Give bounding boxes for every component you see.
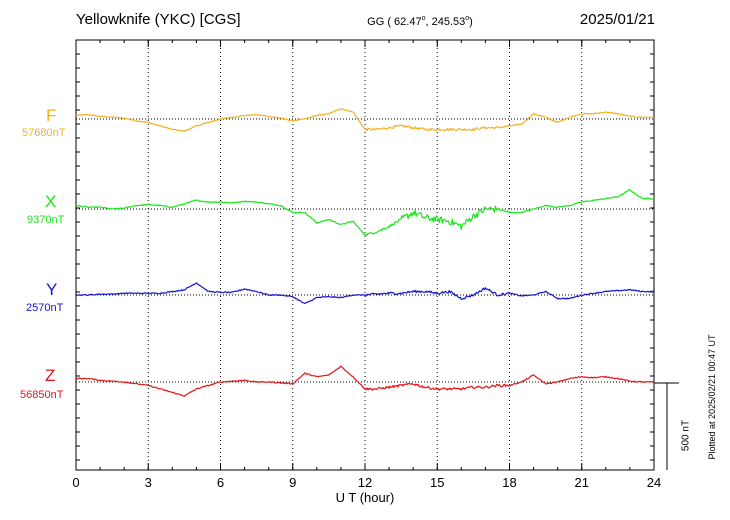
x-tick-label: 3 <box>145 475 152 490</box>
x-tick-label: 24 <box>647 475 661 490</box>
x-tick-label: 6 <box>217 475 224 490</box>
x-tick-label: 0 <box>72 475 79 490</box>
grid-lines <box>76 40 654 470</box>
plotted-timestamp: Plotted at 2025/02/21 00:47 UT <box>707 334 717 460</box>
baseline-x: 9370nT <box>27 214 65 226</box>
label-x: X <box>45 192 57 211</box>
label-y: Y <box>46 280 58 299</box>
x-tick-label: 18 <box>502 475 516 490</box>
scale-bar-label: 500 nT <box>680 419 692 452</box>
baseline-z: 56850nT <box>20 389 64 401</box>
x-tick-label: 15 <box>430 475 444 490</box>
label-z: Z <box>45 366 56 385</box>
x-axis-label: U T (hour) <box>335 490 395 505</box>
scale-bar <box>654 382 679 470</box>
trace-y <box>76 282 655 304</box>
baseline-f: 57680nT <box>22 127 66 139</box>
x-tick-label: 12 <box>358 475 372 490</box>
trace-z <box>75 365 655 397</box>
baseline-y: 2570nT <box>26 302 64 314</box>
label-f: F <box>46 106 57 125</box>
data-traces <box>75 108 655 397</box>
trace-x <box>75 189 655 237</box>
station-coordinates: GG ( 62.47o, 245.53o) <box>367 15 473 28</box>
trace-f <box>75 108 655 132</box>
x-tick-label: 21 <box>575 475 589 490</box>
x-tick-labels: 0 3 6 9 12 15 18 21 24 <box>72 475 661 490</box>
station-title: Yellowknife (YKC) [CGS] <box>76 11 241 28</box>
x-tick-label: 9 <box>289 475 296 490</box>
axis-ticks <box>75 40 655 470</box>
plot-date: 2025/01/21 <box>579 11 655 28</box>
